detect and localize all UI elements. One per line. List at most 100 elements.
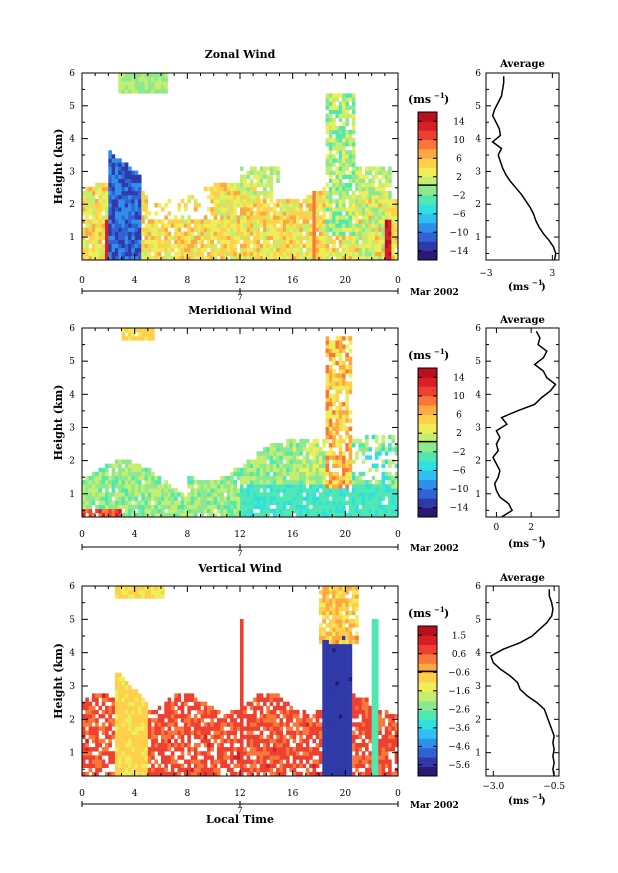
heatmap-cell — [253, 203, 257, 208]
heatmap-cell — [253, 500, 257, 505]
heatmap-cell — [124, 508, 129, 514]
heatmap-cell — [236, 235, 241, 240]
heatmap-cell — [332, 186, 336, 192]
heatmap-cell — [328, 247, 333, 253]
heatmap-cell — [157, 705, 162, 711]
heatmap-cell — [289, 451, 293, 456]
heatmap-cell — [256, 693, 261, 698]
heatmap-cell — [322, 714, 326, 719]
heatmap-cell — [128, 701, 132, 707]
heatmap-cell — [361, 484, 366, 489]
heatmap-cell — [180, 231, 185, 236]
heatmap-cell — [180, 763, 185, 769]
heatmap-cell — [223, 203, 228, 208]
heatmap-cell — [286, 459, 290, 464]
heatmap-cell — [240, 652, 244, 657]
heatmap-cell — [95, 734, 99, 740]
heatmap-cell — [358, 182, 363, 188]
heatmap-cell — [114, 693, 119, 698]
heatmap-cell — [365, 480, 369, 485]
heatmap-cell — [332, 471, 336, 477]
heatmap-cell — [328, 471, 333, 477]
heatmap-cell — [226, 190, 231, 196]
heatmap-cell — [226, 231, 231, 236]
heatmap-cell — [315, 512, 320, 518]
heatmap-cell — [342, 121, 346, 127]
heatmap-cell — [378, 186, 382, 192]
heatmap-cell — [256, 726, 261, 731]
heatmap-cell — [276, 203, 280, 208]
heatmap-cell — [325, 406, 330, 411]
heatmap-cell — [128, 726, 132, 731]
heatmap-cell — [276, 475, 280, 481]
heatmap-cell — [223, 751, 228, 756]
heatmap-cell — [95, 722, 99, 727]
heatmap-cell — [207, 500, 211, 505]
heatmap-cell — [236, 223, 241, 228]
heatmap-cell — [299, 443, 303, 448]
heatmap-cell — [243, 714, 247, 719]
heatmap-cell — [295, 730, 300, 735]
heatmap-cell — [124, 467, 129, 473]
heatmap-cell — [269, 738, 274, 744]
heatmap-cell — [309, 227, 313, 232]
heatmap-cell — [161, 771, 165, 777]
heatmap-cell — [368, 484, 372, 489]
heatmap-cell — [128, 227, 132, 232]
heatmap-cell — [322, 467, 326, 473]
heatmap-cell — [226, 475, 231, 481]
heatmap-cell — [137, 328, 142, 333]
heatmap-cell — [95, 726, 99, 731]
heatmap-cell — [131, 705, 135, 711]
heatmap-cell — [309, 207, 313, 212]
heatmap-cell — [322, 709, 326, 715]
heatmap-cell — [282, 767, 287, 773]
heatmap-cell — [246, 186, 251, 192]
heatmap-cell — [325, 418, 330, 423]
heatmap-cell — [216, 190, 221, 196]
heatmap-cell — [332, 656, 336, 661]
heatmap-cell — [368, 447, 372, 452]
heatmap-cell — [233, 235, 238, 240]
heatmap-cell — [325, 247, 330, 253]
heatmap-cell — [141, 336, 145, 341]
heatmap-cell — [272, 239, 277, 245]
heatmap-cell — [203, 767, 208, 773]
heatmap-cell — [249, 701, 254, 707]
heatmap-cell — [328, 414, 333, 419]
heatmap-cell — [328, 199, 333, 204]
heatmap-cell — [368, 203, 372, 208]
heatmap-cell — [292, 488, 297, 493]
heatmap-cell — [164, 709, 168, 715]
heatmap-cell — [246, 722, 251, 727]
heatmap-cell — [233, 496, 238, 501]
heatmap-cell — [328, 406, 333, 411]
heatmap-cell — [381, 227, 386, 232]
heatmap-cell — [253, 751, 257, 756]
heatmap-cell — [249, 726, 254, 731]
heatmap-cell — [295, 771, 300, 777]
heatmap-cell — [332, 360, 336, 366]
heatmap-cell — [361, 182, 366, 188]
heatmap-cell — [325, 598, 330, 603]
heatmap-cell — [118, 701, 122, 707]
heatmap-cell — [259, 235, 264, 240]
heatmap-cell — [246, 199, 251, 204]
heatmap-cell — [114, 484, 119, 489]
heatmap-cell — [187, 231, 191, 236]
heatmap-cell — [325, 767, 330, 773]
heatmap-cell — [95, 480, 99, 485]
heatmap-cell — [302, 751, 307, 756]
heatmap-cell — [118, 215, 122, 220]
heatmap-cell — [95, 767, 99, 773]
heatmap-cell — [82, 512, 86, 518]
heatmap-cell — [151, 492, 155, 497]
heatmap-cell — [338, 178, 343, 184]
heatmap-cell — [348, 243, 353, 249]
heatmap-cell — [137, 251, 142, 257]
heatmap-cell — [332, 142, 336, 147]
heatmap-cell — [371, 475, 376, 481]
heatmap-cell — [154, 504, 159, 510]
heatmap-cell — [200, 488, 205, 493]
heatmap-cell — [361, 480, 366, 485]
